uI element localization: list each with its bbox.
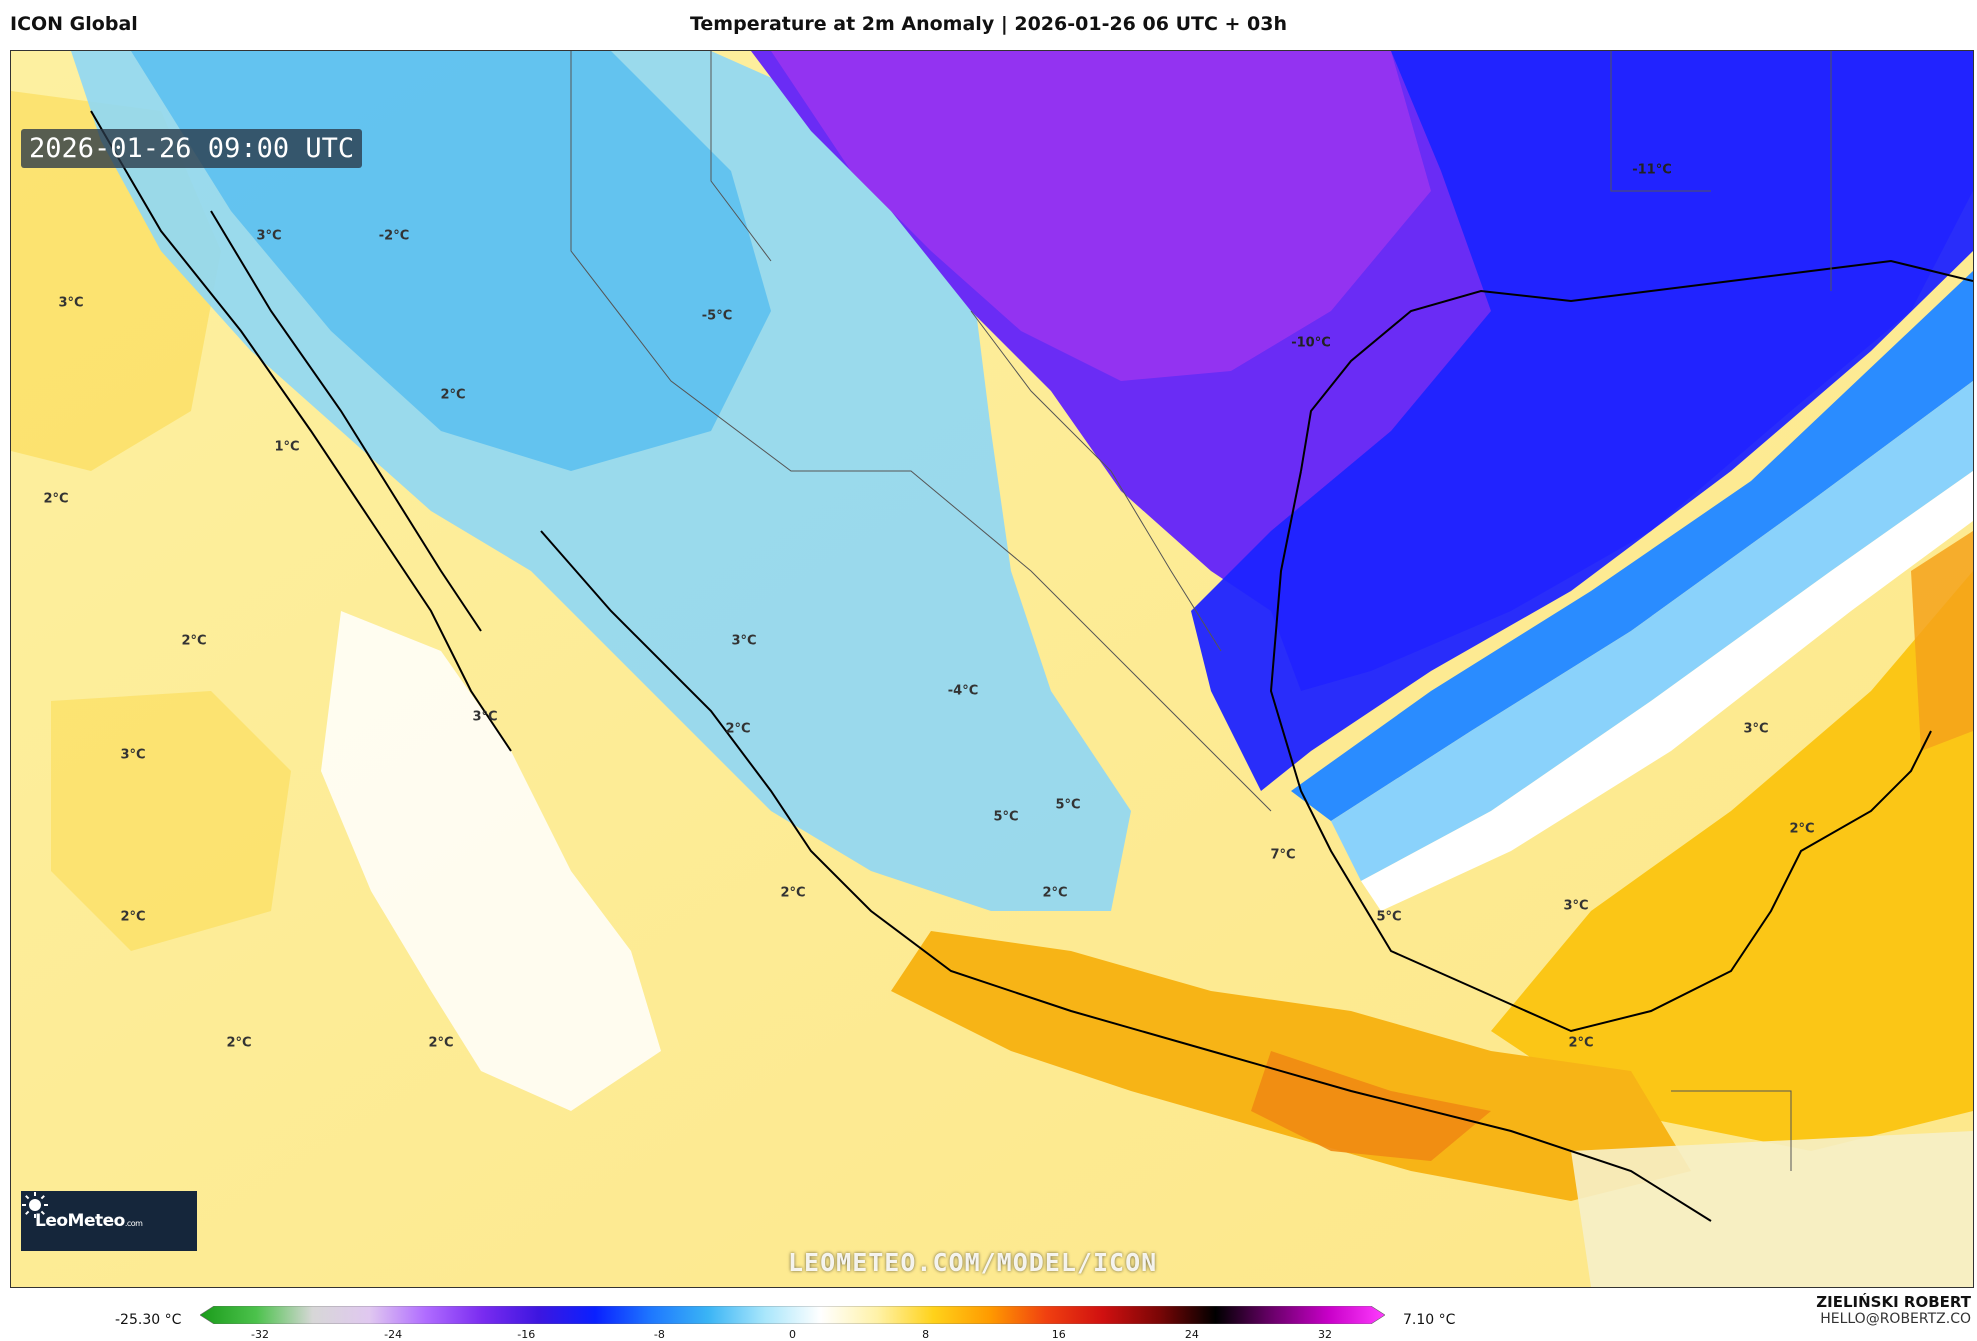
temp-label: -11°C (1632, 162, 1672, 178)
map-field (11, 51, 1973, 1287)
author-block: ZIELIŃSKI ROBERT HELLO@ROBERTZ.CO (1816, 1293, 1971, 1327)
temp-label: 3°C (256, 228, 282, 244)
author-name: ZIELIŃSKI ROBERT (1816, 1293, 1971, 1311)
color-legend: -25.30 °C -32 -24 -16 -8 0 8 16 24 32 7.10 °C (0, 1290, 1977, 1341)
temp-label: 1°C (274, 439, 300, 455)
valid-time-stamp: 2026-01-26 09:00 UTC (21, 129, 363, 168)
temp-label: 5°C (1376, 909, 1402, 925)
coastline (90, 110, 1973, 1222)
temp-label: 5°C (1055, 797, 1081, 813)
temp-label: 2°C (780, 885, 806, 901)
legend-tick-label: 24 (1184, 1328, 1199, 1341)
sun-icon (22, 1192, 48, 1218)
temp-label: 2°C (1042, 885, 1068, 901)
temp-label: 5°C (993, 809, 1019, 825)
temp-label: -10°C (1291, 335, 1331, 351)
legend-tick-label: -8 (653, 1328, 665, 1341)
gulf-band-1 (1291, 271, 1973, 821)
warm-patch-sw (51, 691, 291, 951)
model-name: ICON Global (10, 13, 138, 35)
legend-tick-label: 32 (1318, 1328, 1332, 1341)
legend-tick-label: -32 (251, 1328, 269, 1341)
temp-label: 3°C (731, 633, 757, 649)
warm-zone-edge (1911, 531, 1973, 751)
temp-label: -5°C (701, 308, 733, 324)
temp-label: 3°C (58, 295, 84, 311)
temp-label: 2°C (440, 387, 466, 403)
temp-label: 2°C (120, 909, 146, 925)
temp-label: 3°C (472, 709, 498, 725)
cold-band-blue (1191, 51, 1973, 791)
legend-tick-label: -16 (517, 1328, 536, 1341)
warm-zone-east (1491, 571, 1973, 1151)
watermark: LEOMETEO.COM/MODEL/ICON (788, 1248, 1158, 1277)
temp-label: -4°C (947, 683, 979, 699)
map-title: Temperature at 2m Anomaly | 2026-01-26 0… (689, 13, 1288, 35)
temp-label: 2°C (226, 1035, 252, 1051)
state-borders (570, 51, 1832, 1171)
legend-min-value: -25.30 °C (115, 1312, 182, 1328)
logo-text: LeoMeteo.com (35, 1211, 143, 1231)
author-email: HELLO@ROBERTZ.CO (1820, 1311, 1971, 1327)
legend-max-value: 7.10 °C (1403, 1312, 1456, 1328)
central-america-zone (1571, 1131, 1973, 1287)
legend-tick-label: 16 (1051, 1328, 1066, 1341)
anomaly-map[interactable]: 2026-01-26 09:00 UTC 3°C -2°C 3°C -5°C 2… (10, 50, 1974, 1288)
gulf-band-2 (1331, 381, 1973, 881)
temp-label: 7°C (1270, 847, 1296, 863)
temp-label: 2°C (1789, 821, 1815, 837)
temp-label: 3°C (1743, 721, 1769, 737)
legend-tick-label: 8 (922, 1328, 930, 1341)
temp-label: 2°C (428, 1035, 454, 1051)
legend-tick-label: 0 (789, 1328, 796, 1341)
temp-label: 3°C (120, 747, 146, 763)
gulf-band-3 (1361, 471, 1973, 911)
legend-tick-label: -24 (384, 1328, 403, 1341)
cold-core-purple (771, 51, 1431, 381)
pale-zone (321, 611, 661, 1111)
temp-label: 3°C (1563, 898, 1589, 914)
temp-label: -2°C (378, 228, 410, 244)
temp-label: 2°C (1568, 1035, 1594, 1051)
leometeo-logo: LeoMeteo.com (21, 1191, 197, 1251)
warm-spot-orange (1251, 1051, 1491, 1161)
header: ICON Global Temperature at 2m Anomaly | … (0, 0, 1977, 50)
temp-label: 2°C (725, 721, 751, 737)
temp-label: 2°C (43, 491, 69, 507)
legend-colorbar (200, 1306, 1385, 1324)
temp-label: 2°C (181, 633, 207, 649)
